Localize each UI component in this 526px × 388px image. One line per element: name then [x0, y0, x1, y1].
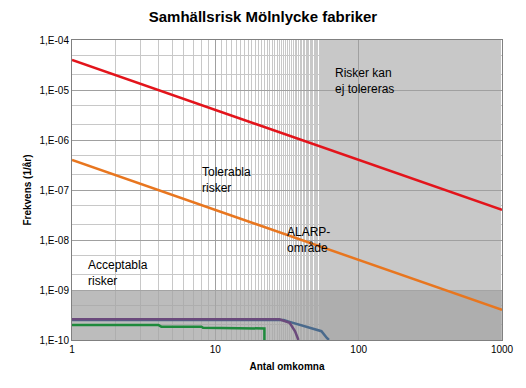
svg-text:1000: 1000: [491, 344, 514, 355]
svg-text:Antal omkomna: Antal omkomna: [249, 361, 324, 372]
svg-text:100: 100: [350, 344, 367, 355]
svg-text:1,E-07: 1,E-07: [40, 185, 70, 196]
svg-text:1,E-09: 1,E-09: [40, 285, 70, 296]
svg-text:10: 10: [210, 344, 222, 355]
svg-text:1,E-06: 1,E-06: [40, 135, 70, 146]
svg-text:Acceptablarisker: Acceptablarisker: [88, 258, 148, 288]
svg-text:1,E-10: 1,E-10: [40, 335, 70, 346]
svg-text:1,E-08: 1,E-08: [40, 235, 70, 246]
svg-text:1,E-05: 1,E-05: [40, 85, 70, 96]
svg-text:Risker kanej tolereras: Risker kanej tolereras: [335, 66, 394, 96]
svg-text:Tolerablarisker: Tolerablarisker: [202, 165, 251, 195]
svg-text:Frekvens (1/år): Frekvens (1/år): [22, 154, 33, 225]
svg-text:1,E-04: 1,E-04: [40, 35, 70, 46]
svg-text:Samhällsrisk Mölnlycke fabrike: Samhällsrisk Mölnlycke fabriker: [149, 8, 378, 25]
svg-text:1: 1: [69, 344, 75, 355]
svg-text:ALARP-område: ALARP-område: [287, 225, 330, 255]
